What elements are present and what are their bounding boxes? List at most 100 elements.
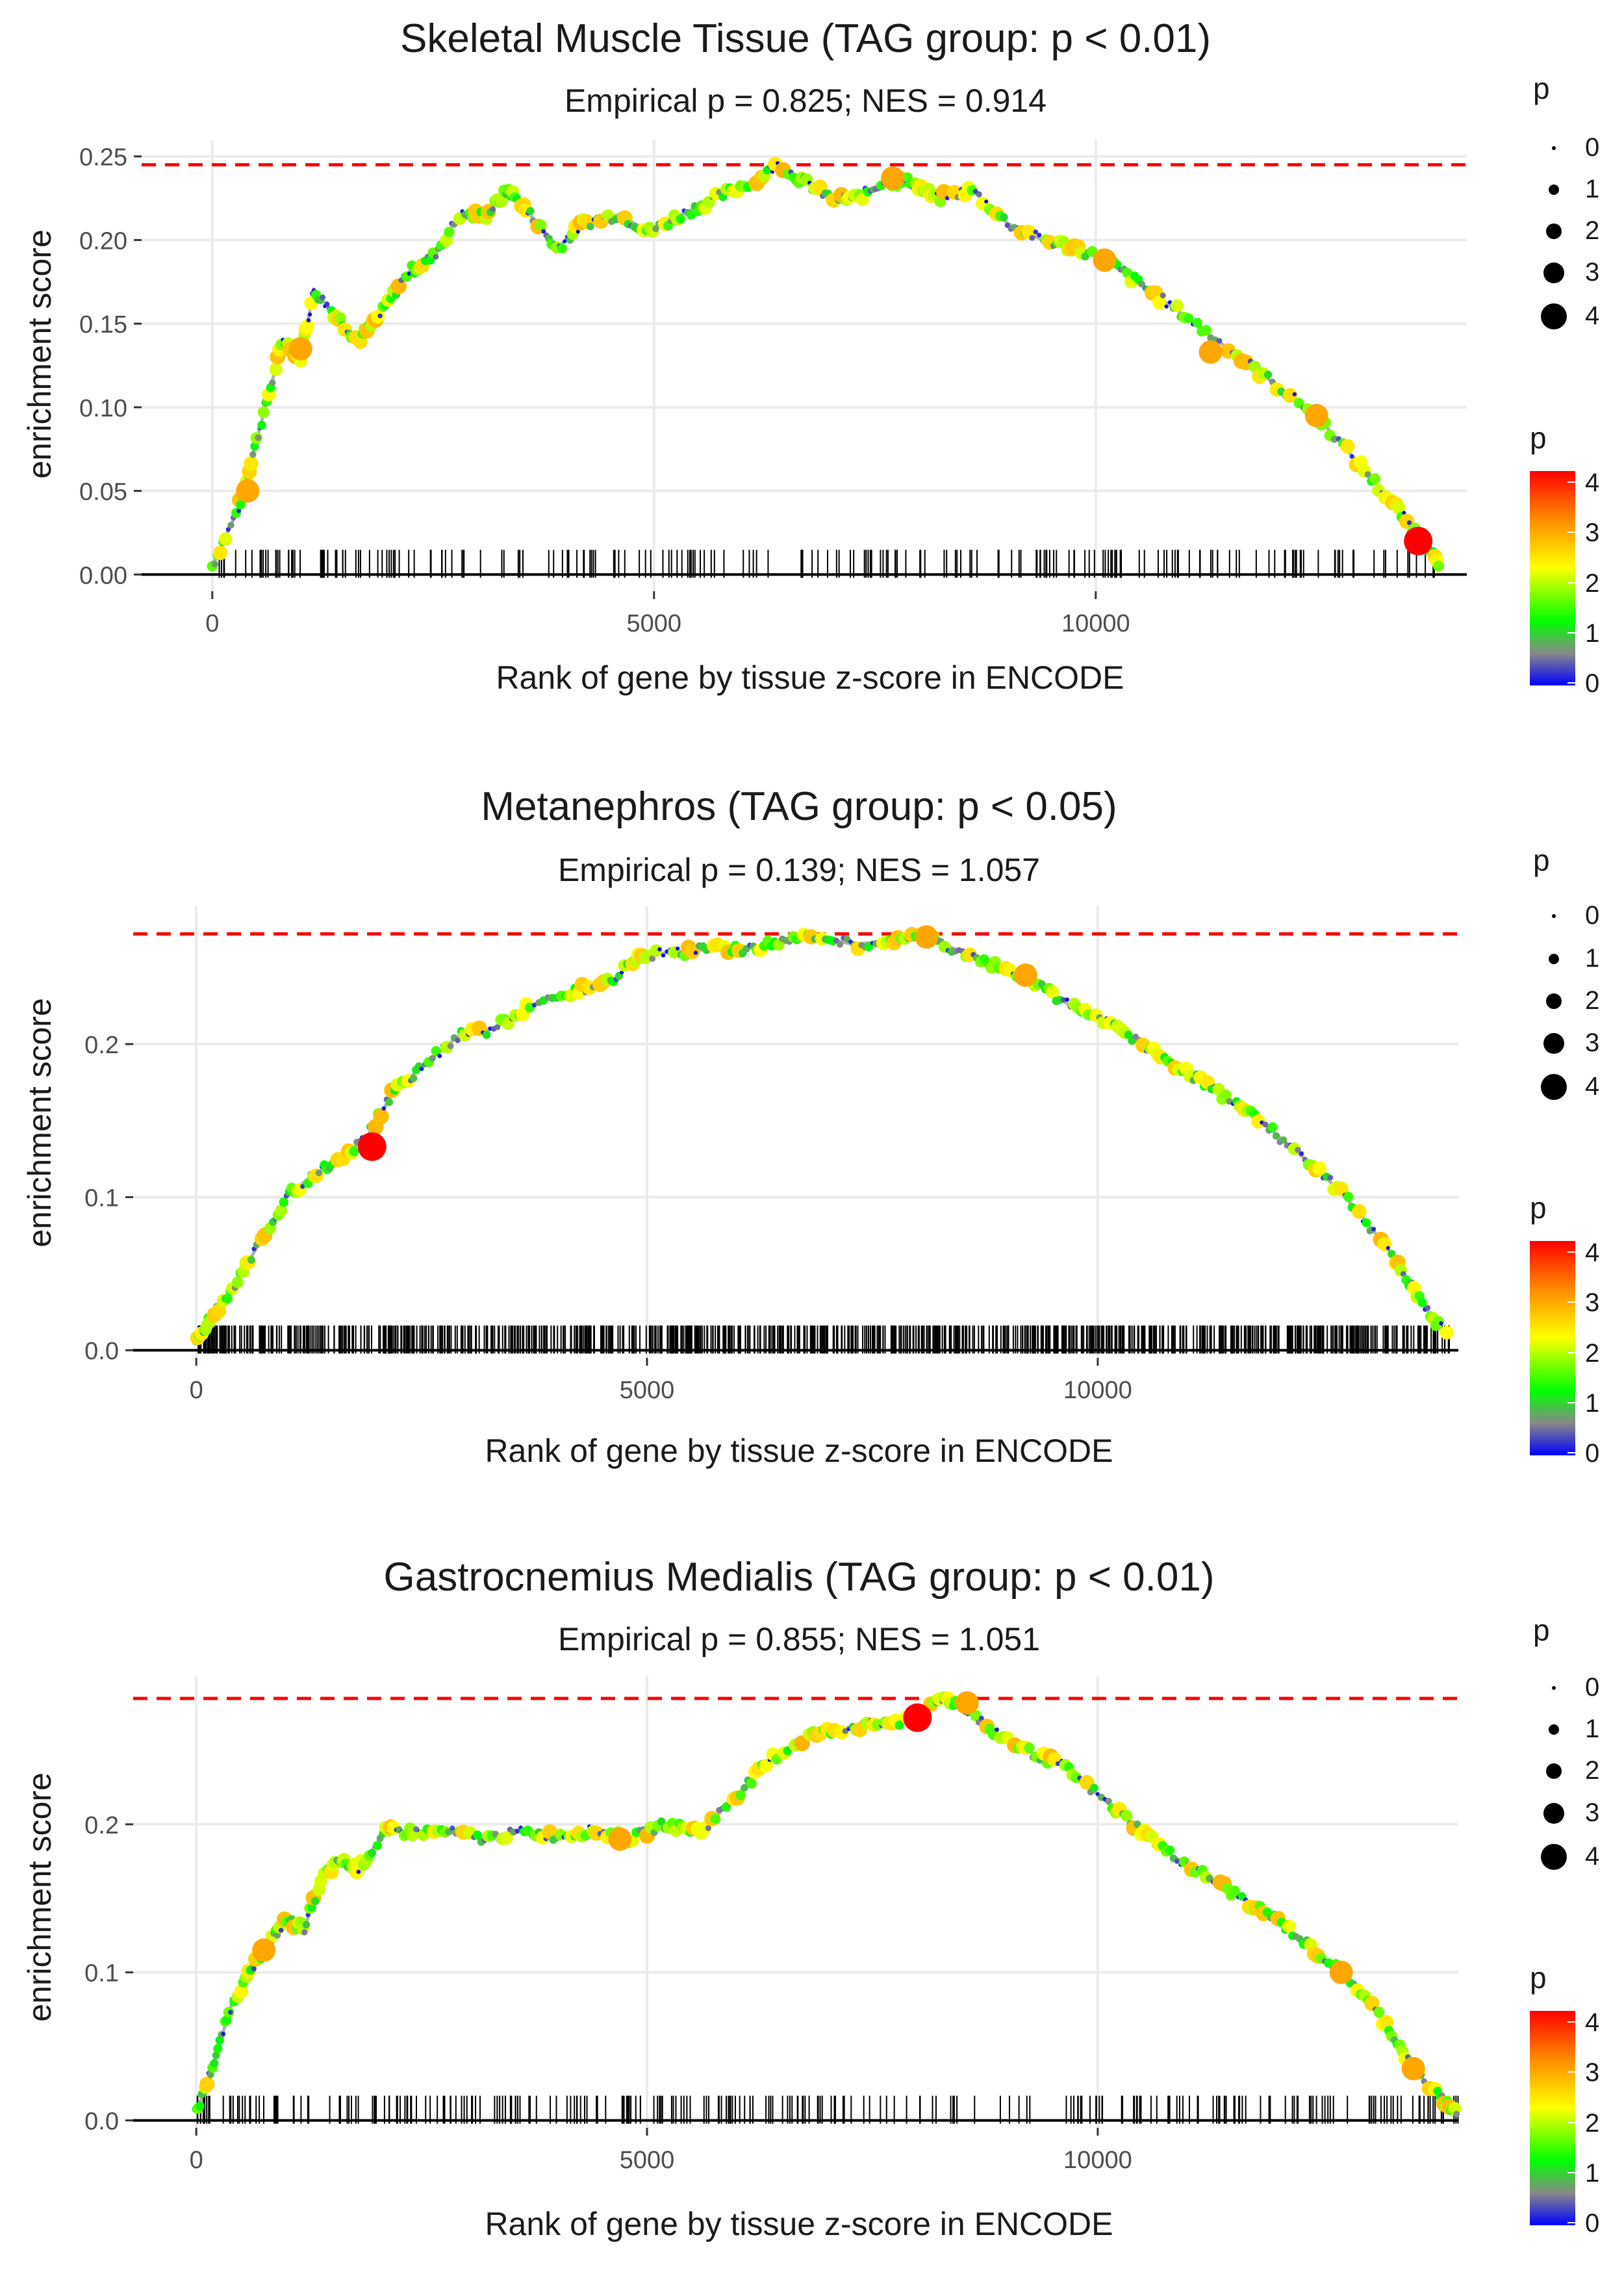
gene-point <box>1262 1121 1269 1128</box>
size-legend-key <box>1546 224 1562 239</box>
color-legend-label: 2 <box>1585 1339 1599 1368</box>
gene-point <box>1439 1321 1443 1325</box>
gene-point <box>1392 501 1406 515</box>
color-legend: 4 3 2 1 0 <box>1530 468 1599 698</box>
size-legend-key <box>1543 262 1564 283</box>
gene-point <box>1425 1305 1431 1311</box>
highlight-point <box>1013 964 1037 988</box>
gene-point <box>1121 1809 1133 1822</box>
gene-point <box>1089 1783 1098 1793</box>
gene-point <box>1433 560 1444 572</box>
chart-subtitle: Empirical p = 0.825; NES = 0.914 <box>565 83 1047 119</box>
y-tick-label: 0.0 <box>84 1338 119 1365</box>
gene-point <box>1033 229 1039 235</box>
gene-point <box>221 2032 225 2036</box>
gene-point <box>1164 304 1169 309</box>
gene-point <box>945 196 950 201</box>
gene-point <box>976 191 982 198</box>
gene-point <box>1312 1161 1327 1175</box>
gene-point <box>1340 439 1355 454</box>
gene-point <box>1024 1743 1035 1754</box>
gene-point <box>320 294 326 300</box>
gene-point <box>455 1037 461 1043</box>
highlight-point <box>915 925 939 949</box>
gene-point <box>1165 1845 1175 1855</box>
y-tick-label: 0.2 <box>84 1032 119 1059</box>
gene-point <box>257 420 266 430</box>
size-legend-key <box>1549 1724 1559 1735</box>
gene-point <box>1160 292 1166 299</box>
size-legend: 0 1 2 3 4 <box>1541 901 1599 1101</box>
gene-point <box>381 1106 387 1111</box>
gene-point <box>232 1276 244 1288</box>
gene-point <box>211 1303 227 1319</box>
gene-point <box>301 1929 308 1935</box>
gene-point <box>1362 1218 1371 1227</box>
gene-point <box>213 2044 223 2054</box>
gene-point <box>1402 511 1406 515</box>
color-legend-bar <box>1530 2011 1575 2225</box>
gene-point <box>1170 299 1184 313</box>
color-legend-label: 1 <box>1585 2159 1599 2188</box>
gene-point <box>894 1720 904 1730</box>
gene-point <box>210 2059 219 2068</box>
size-legend-key <box>1546 993 1562 1009</box>
gene-point <box>1184 313 1194 324</box>
y-tick-label: 0.1 <box>84 1185 119 1212</box>
chart-title: Gastrocnemius Medialis (TAG group: p < 0… <box>384 1555 1215 1600</box>
gene-point <box>1220 1089 1232 1101</box>
x-tick-label: 0 <box>205 610 219 637</box>
size-legend-label: 1 <box>1585 1715 1599 1743</box>
gene-point <box>373 1841 383 1850</box>
gene-point <box>1453 2110 1460 2117</box>
size-legend: 0 1 2 3 4 <box>1541 133 1599 330</box>
gene-point <box>587 222 594 231</box>
gene-point <box>225 527 231 532</box>
panel-3: Gastrocnemius Medialis (TAG group: p < 0… <box>21 1555 1599 2242</box>
color-legend-label: 4 <box>1585 1238 1599 1267</box>
color-legend-title: p <box>1530 421 1547 455</box>
size-legend-label: 1 <box>1585 944 1599 973</box>
gene-point <box>257 406 270 418</box>
gene-point <box>500 1831 513 1845</box>
x-tick-label: 10000 <box>1063 2147 1132 2174</box>
gene-point <box>1037 233 1042 238</box>
gene-point <box>1273 1132 1280 1140</box>
size-legend-key <box>1546 1763 1562 1779</box>
gene-point <box>676 946 680 951</box>
x-tick-label: 5000 <box>620 2147 675 2174</box>
gene-point <box>433 253 439 260</box>
gene-point <box>684 943 700 960</box>
gene-point <box>227 522 235 529</box>
gene-point <box>419 1066 424 1071</box>
x-tick-label: 0 <box>190 1377 203 1404</box>
color-legend-bar <box>1530 1241 1575 1455</box>
color-legend-label: 0 <box>1585 1439 1599 1468</box>
gene-point <box>307 312 312 317</box>
size-legend-label: 0 <box>1585 901 1599 930</box>
color-legend-bar <box>1530 471 1575 685</box>
panel-2: Metanephros (TAG group: p < 0.05) Empiri… <box>21 784 1599 1469</box>
chart-title: Metanephros (TAG group: p < 0.05) <box>481 784 1117 829</box>
gene-point <box>199 2076 215 2092</box>
gene-point <box>211 561 219 568</box>
gene-point <box>1216 338 1223 344</box>
color-legend-label: 1 <box>1585 1389 1599 1418</box>
gene-point <box>1250 1114 1265 1129</box>
gene-point <box>1299 1151 1304 1156</box>
x-axis-label: Rank of gene by tissue z-score in ENCODE <box>496 659 1124 696</box>
gene-point <box>195 2101 205 2111</box>
size-legend: 0 1 2 3 4 <box>1541 1673 1599 1871</box>
color-legend: 4 3 2 1 0 <box>1530 1238 1599 1468</box>
gene-point <box>557 243 567 253</box>
gene-point <box>1282 1919 1296 1934</box>
size-legend-key <box>1552 146 1556 150</box>
size-legend-key <box>1549 954 1559 964</box>
gene-point <box>236 508 242 513</box>
gene-point <box>1369 473 1381 485</box>
gene-point <box>1134 1820 1141 1828</box>
gene-point <box>1124 1030 1133 1040</box>
y-tick-label: 0.00 <box>79 562 127 589</box>
gene-point <box>657 947 662 952</box>
